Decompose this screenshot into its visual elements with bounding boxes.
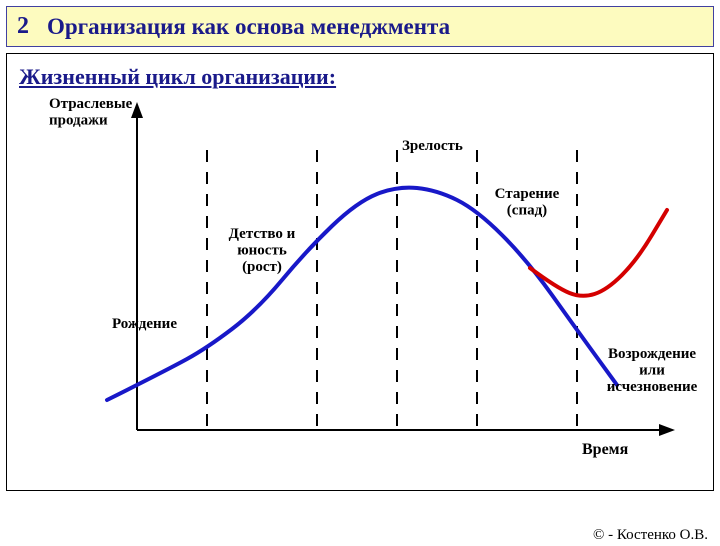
svg-text:Возрождениеилиисчезновение: Возрождениеилиисчезновение [607, 346, 697, 395]
svg-text:Рождение: Рождение [112, 316, 177, 332]
svg-text:Отраслевыепродажи: Отраслевыепродажи [49, 96, 133, 129]
svg-text:Время: Время [582, 441, 629, 458]
copyright-footer: © - Костенко О.В. [593, 527, 708, 544]
chart-container: Жизненный цикл организации: Отраслевыепр… [6, 53, 714, 491]
header-title: Организация как основа менеджмента [47, 14, 450, 40]
svg-text:Старение(спад): Старение(спад) [495, 186, 560, 219]
subtitle: Жизненный цикл организации: [19, 64, 713, 90]
svg-text:Зрелость: Зрелость [402, 138, 463, 154]
header-bar: 2 Организация как основа менеджмента [6, 6, 714, 47]
header-number: 2 [17, 13, 29, 40]
lifecycle-chart: Отраслевыепродажи Время Рождение Детство ию… [37, 90, 697, 470]
svg-text:Детство июность(рост): Детство июность(рост) [229, 226, 296, 275]
